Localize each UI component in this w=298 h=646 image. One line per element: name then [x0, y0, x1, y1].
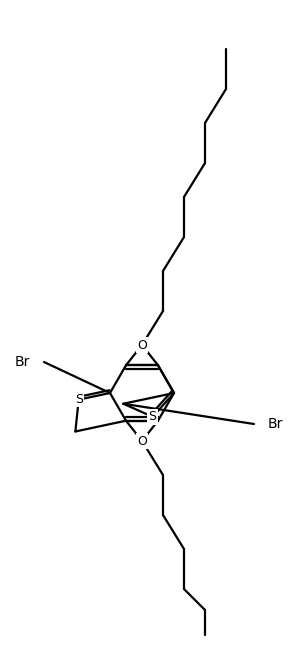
Text: S: S — [149, 410, 156, 423]
Text: Br: Br — [15, 355, 30, 369]
Text: O: O — [137, 435, 147, 448]
Text: Br: Br — [268, 417, 283, 431]
Text: S: S — [75, 393, 83, 406]
Text: O: O — [137, 339, 147, 351]
